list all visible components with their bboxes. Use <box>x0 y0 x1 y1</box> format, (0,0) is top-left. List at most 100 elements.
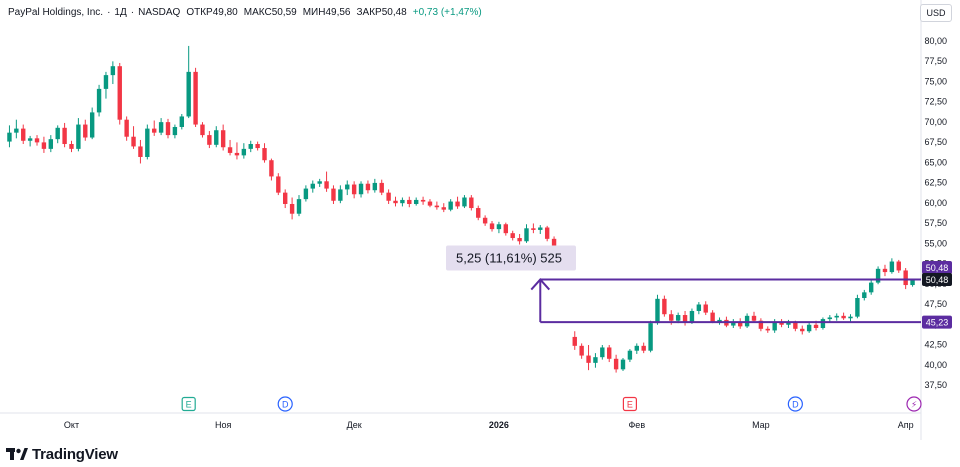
dividend-icon <box>787 396 803 412</box>
candle <box>96 84 102 117</box>
candle-body <box>76 124 81 149</box>
x-tick-label: Дек <box>347 420 362 430</box>
y-tick-label: 57,50 <box>924 218 947 228</box>
candle-body <box>634 345 639 351</box>
candle-body <box>765 328 770 331</box>
earnings-letter: E <box>186 400 192 410</box>
dividend-event-marker[interactable]: D <box>787 396 803 412</box>
earnings-event-marker[interactable]: E <box>622 396 638 412</box>
candle-body <box>613 358 619 370</box>
candle <box>641 342 646 354</box>
candle-body <box>531 228 536 230</box>
candle-body <box>379 182 384 193</box>
candle-body <box>793 322 798 329</box>
candle-body <box>882 268 888 273</box>
candle <box>800 325 805 335</box>
candle <box>379 179 384 196</box>
candle <box>269 158 274 181</box>
candle-body <box>165 122 171 136</box>
dividend-event-marker[interactable]: D <box>277 396 293 412</box>
dividend-letter: D <box>792 400 799 410</box>
measure-label: 5,25 (11,61%) 525 <box>456 251 562 266</box>
candle-body <box>600 347 605 358</box>
candle-body <box>800 328 805 332</box>
candle-body <box>696 304 702 311</box>
split-event-marker[interactable]: ⚡ <box>906 396 922 412</box>
candle-body <box>55 127 60 140</box>
candle-body <box>317 181 322 184</box>
candle-body <box>310 183 315 189</box>
earnings-letter: E <box>627 400 633 410</box>
candle <box>648 320 653 353</box>
candle-body <box>827 317 833 320</box>
candle <box>476 205 481 221</box>
candle <box>620 357 626 371</box>
candle <box>345 180 350 196</box>
candle <box>289 197 295 220</box>
candle <box>634 343 639 354</box>
candle-body <box>21 128 26 141</box>
candle-body <box>834 315 839 318</box>
candle <box>441 203 446 213</box>
candle <box>255 141 260 151</box>
candle-body <box>351 184 357 195</box>
candle <box>34 135 40 146</box>
candle-body <box>276 176 281 193</box>
candle-body <box>627 350 633 360</box>
candle <box>868 280 874 295</box>
candle-body <box>607 347 612 359</box>
candle-body <box>738 321 743 327</box>
candle-body <box>538 227 543 230</box>
candle <box>200 122 205 138</box>
candle <box>855 294 860 319</box>
candle <box>152 120 157 136</box>
candle-body <box>896 261 901 271</box>
measure-box[interactable] <box>446 245 576 271</box>
candle-body <box>289 203 295 214</box>
candle <box>517 233 522 245</box>
dividend-icon <box>277 396 293 412</box>
candle-body <box>751 315 757 321</box>
candle <box>358 181 364 198</box>
y-tick-label: 77,50 <box>924 56 947 66</box>
candle <box>227 139 233 156</box>
candle <box>579 343 584 359</box>
level-price-tag-bg <box>922 261 952 275</box>
candle-body <box>227 147 233 153</box>
earnings-event-marker[interactable]: E <box>181 396 196 412</box>
candle <box>393 196 398 207</box>
candle <box>310 180 315 193</box>
candle-body <box>772 321 777 331</box>
candle <box>882 264 888 277</box>
interval[interactable]: 1Д <box>114 7 127 18</box>
x-tick-label: Мар <box>752 420 770 430</box>
candle <box>834 313 839 321</box>
chart-frame[interactable]: 5,25 (11,61%) 525 37,5040,0042,5045,0047… <box>0 0 960 440</box>
symbol-name[interactable]: PayPal Holdings, Inc. <box>8 7 104 18</box>
candle-body <box>862 292 867 299</box>
candle-body <box>241 148 247 156</box>
candle-body <box>855 298 860 317</box>
last-price-tag: 50,48 <box>926 275 949 285</box>
candle <box>62 122 67 148</box>
close-value: 50,48 <box>381 7 407 18</box>
tradingview-logo-icon <box>6 448 28 460</box>
candle-body <box>186 71 191 117</box>
candle-body <box>117 66 122 120</box>
candle-body <box>434 205 440 208</box>
candle-body <box>875 268 881 283</box>
currency-button[interactable]: USD <box>920 4 952 22</box>
y-tick-label: 60,00 <box>924 198 947 208</box>
candle-body <box>813 324 819 328</box>
x-tick-label: Фев <box>628 420 645 430</box>
candle-body <box>407 199 412 204</box>
candle-body <box>620 359 626 370</box>
candle <box>627 349 633 363</box>
candle-body <box>682 315 688 323</box>
candle-body <box>731 321 736 326</box>
y-tick-label: 80,00 <box>924 36 947 46</box>
tradingview-brand[interactable]: TradingView <box>6 445 118 463</box>
price-chart[interactable]: 5,25 (11,61%) 525 37,5040,0042,5045,0047… <box>0 0 960 440</box>
candle <box>241 143 247 159</box>
candle <box>276 173 281 196</box>
